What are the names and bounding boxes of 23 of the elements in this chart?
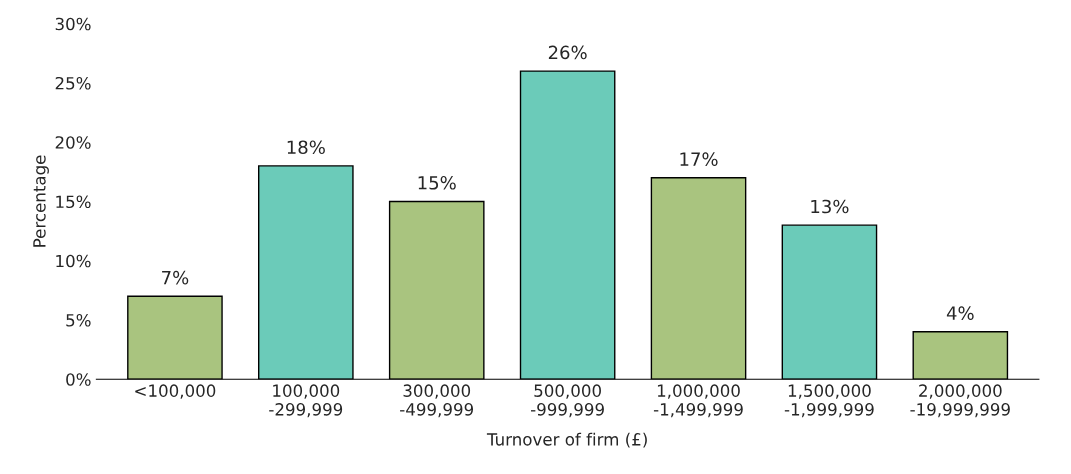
- data-label: 18%: [287, 140, 325, 155]
- data-label: 26%: [548, 45, 587, 60]
- y-tick-label: 25%: [55, 76, 91, 90]
- data-label: 4%: [946, 306, 974, 320]
- data-label: 13%: [811, 199, 849, 214]
- x-tick-label: 500,000 -999,999: [530, 384, 604, 418]
- data-label: 17%: [680, 152, 718, 166]
- y-tick-label: 10%: [56, 254, 91, 268]
- data-label: 15%: [418, 175, 456, 190]
- data-label: 7%: [162, 270, 189, 285]
- y-tick-label: 0%: [66, 373, 91, 386]
- x-tick-label: 2,000,000 -19,999,999: [910, 384, 1010, 418]
- y-tick-label: 20%: [55, 136, 91, 149]
- x-tick-label: <100,000: [135, 384, 216, 399]
- y-tick-label: 30%: [55, 17, 91, 31]
- x-axis-title: Turnover of firm (£): [486, 432, 647, 448]
- y-tick-label: 5%: [66, 313, 91, 327]
- y-axis-title: Percentage: [33, 155, 49, 247]
- x-tick-label: 1,000,000 -1,499,999: [653, 384, 743, 418]
- x-tick-label: 300,000 -499,999: [400, 384, 474, 418]
- y-tick-label: 15%: [56, 195, 91, 209]
- x-tick-label: 1,500,000 -1,999,999: [784, 384, 874, 418]
- x-tick-label: 100,000 -299,999: [269, 384, 343, 418]
